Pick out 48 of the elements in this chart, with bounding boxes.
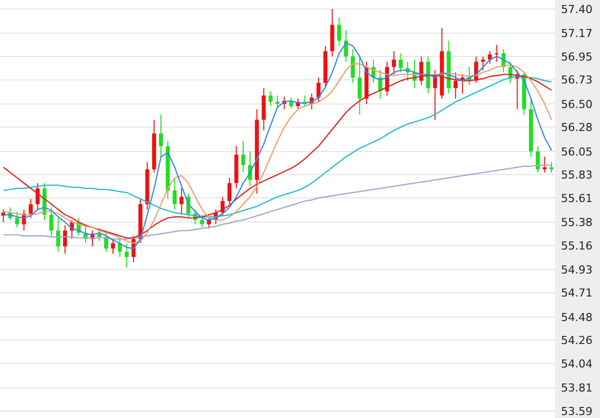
candlestick: [494, 44, 499, 62]
y-tick-label: 56.05: [561, 145, 592, 158]
y-tick-label: 54.71: [561, 286, 592, 300]
y-tick-label: 56.28: [561, 121, 592, 134]
candlestick: [158, 114, 163, 158]
candlestick: [49, 206, 54, 236]
candlestick: [481, 56, 485, 71]
y-tick-label: 54.04: [561, 357, 592, 370]
y-tick-label: 54.93: [561, 264, 592, 277]
candlestick: [392, 50, 396, 75]
y-tick-label: 56.50: [561, 98, 592, 111]
candlestick: [536, 146, 540, 174]
y-tick-label: 55.38: [561, 216, 592, 230]
candlestick: [200, 214, 204, 228]
candlestick: [350, 48, 355, 84]
y-tick-label: 54.26: [561, 334, 592, 348]
y-tick-label: 53.81: [561, 382, 592, 395]
candlestick: [550, 161, 554, 174]
candlestick: [316, 77, 321, 102]
candlestick: [275, 95, 280, 109]
candlestick: [97, 228, 102, 242]
y-tick-label: 57.40: [561, 2, 592, 16]
candlestick: [454, 72, 458, 100]
candlestick: [358, 56, 362, 116]
candlestick: [241, 140, 246, 174]
y-tick-label: 56.73: [561, 74, 592, 87]
y-tick-label: 54.48: [561, 311, 592, 324]
candlestick: [118, 238, 122, 258]
candlestick: [124, 242, 129, 268]
candlestick: [268, 90, 273, 107]
candlestick: [15, 211, 20, 228]
candlestick: [542, 156, 547, 174]
candlestick: [337, 16, 342, 46]
y-tick-label: 56.95: [561, 50, 592, 64]
y-tick-label: 53.59: [561, 404, 592, 418]
candlestick: [56, 217, 60, 252]
y-tick-label: 55.16: [561, 239, 592, 252]
candlestick: [180, 188, 184, 216]
candlestick: [227, 177, 232, 205]
candlestick: [111, 238, 115, 254]
candlestick: [28, 198, 33, 218]
y-tick-label: 57.17: [561, 27, 592, 40]
candlestick: [344, 30, 348, 62]
candlestick: [63, 224, 68, 254]
y-tick-label: 55.61: [561, 192, 592, 205]
candlestick: [398, 52, 403, 73]
candlestick: [172, 177, 177, 210]
y-tick-label: 55.83: [561, 168, 592, 182]
